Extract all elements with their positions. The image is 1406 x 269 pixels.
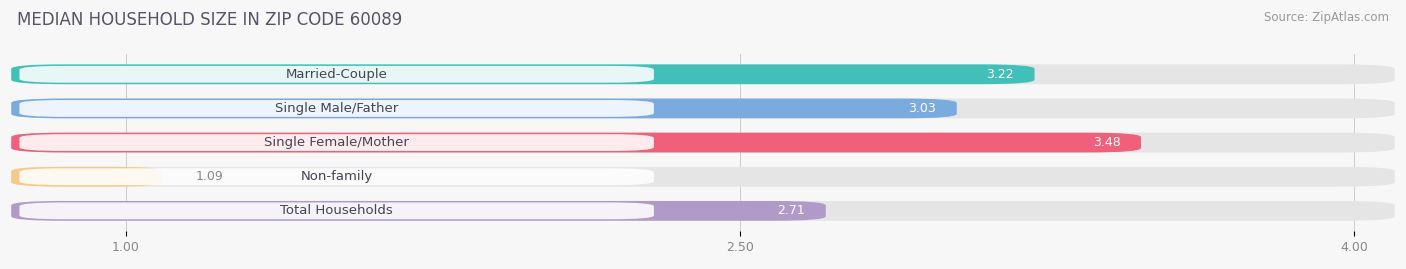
Text: 3.22: 3.22 <box>987 68 1014 81</box>
Text: Married-Couple: Married-Couple <box>285 68 388 81</box>
FancyBboxPatch shape <box>20 168 654 185</box>
FancyBboxPatch shape <box>20 66 654 83</box>
FancyBboxPatch shape <box>11 64 1395 84</box>
Text: MEDIAN HOUSEHOLD SIZE IN ZIP CODE 60089: MEDIAN HOUSEHOLD SIZE IN ZIP CODE 60089 <box>17 11 402 29</box>
Text: Total Households: Total Households <box>280 204 394 217</box>
Text: 1.09: 1.09 <box>195 170 224 183</box>
FancyBboxPatch shape <box>11 167 163 187</box>
FancyBboxPatch shape <box>11 167 1395 187</box>
Text: Single Male/Father: Single Male/Father <box>276 102 398 115</box>
FancyBboxPatch shape <box>11 201 1395 221</box>
Text: Source: ZipAtlas.com: Source: ZipAtlas.com <box>1264 11 1389 24</box>
FancyBboxPatch shape <box>20 134 654 151</box>
FancyBboxPatch shape <box>20 203 654 219</box>
Text: Single Female/Mother: Single Female/Mother <box>264 136 409 149</box>
FancyBboxPatch shape <box>11 201 825 221</box>
FancyBboxPatch shape <box>11 98 1395 118</box>
FancyBboxPatch shape <box>11 64 1035 84</box>
FancyBboxPatch shape <box>11 133 1142 153</box>
Text: Non-family: Non-family <box>301 170 373 183</box>
FancyBboxPatch shape <box>20 100 654 117</box>
Text: 3.48: 3.48 <box>1092 136 1121 149</box>
FancyBboxPatch shape <box>11 98 956 118</box>
FancyBboxPatch shape <box>11 133 1395 153</box>
Text: 2.71: 2.71 <box>778 204 806 217</box>
Text: 3.03: 3.03 <box>908 102 936 115</box>
